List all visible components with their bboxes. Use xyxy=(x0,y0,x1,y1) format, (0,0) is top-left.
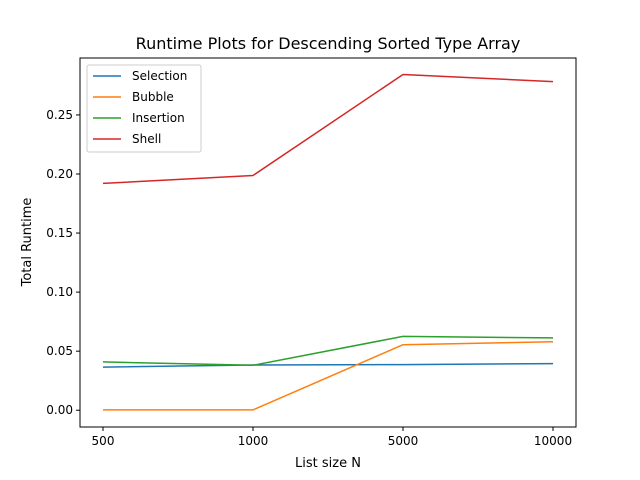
y-tick-label: 0.00 xyxy=(46,403,73,417)
y-tick-label: 0.20 xyxy=(46,167,73,181)
x-axis-label: List size N xyxy=(295,456,361,471)
y-axis-label: Total Runtime xyxy=(20,198,35,288)
y-tick-label: 0.10 xyxy=(46,285,73,299)
legend-label-shell: Shell xyxy=(132,132,161,146)
y-tick-label: 0.15 xyxy=(46,226,73,240)
series-line-selection xyxy=(102,362,554,368)
series-line-shell xyxy=(102,73,554,185)
series-line-bubble xyxy=(103,340,554,411)
y-tick-label: 0.25 xyxy=(46,108,73,122)
x-tick-label: 500 xyxy=(92,434,115,448)
ticks-layer: 500 1000 5000 10000 0.00 0.05 0.10 0.15 0.20 0.25 xyxy=(46,108,572,448)
legend-box xyxy=(86,64,202,153)
chart-title: Runtime Plots for Descending Sorted Type… xyxy=(136,34,521,53)
y-tick-label: 0.05 xyxy=(46,344,73,358)
x-tick-label: 1000 xyxy=(238,434,269,448)
legend-label-selection: Selection xyxy=(132,69,187,83)
legend-label-bubble: Bubble xyxy=(132,90,174,104)
x-tick-label: 5000 xyxy=(388,434,419,448)
x-tick-label: 10000 xyxy=(534,434,572,448)
series-line-insertion xyxy=(102,335,554,367)
legend-label-insertion: Insertion xyxy=(132,111,185,125)
plot-frame xyxy=(79,57,577,428)
series-layer xyxy=(102,73,554,411)
legend: Selection Bubble Insertion Shell xyxy=(86,64,202,153)
